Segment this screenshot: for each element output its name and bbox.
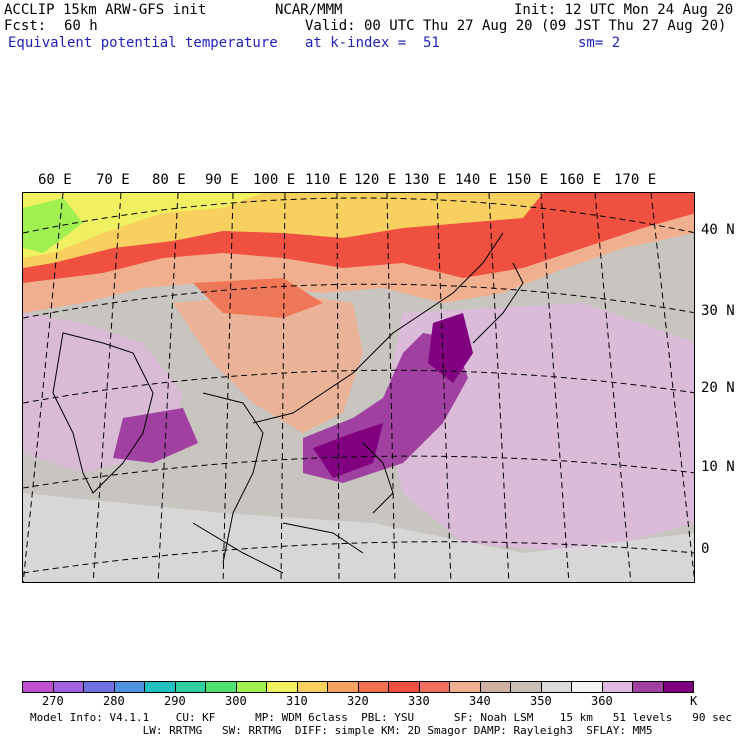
lon-line: [222, 193, 234, 582]
lon-line: [336, 193, 340, 582]
colorbar-swatch: [328, 682, 359, 692]
lon-line: [488, 193, 510, 582]
colorbar-swatch: [206, 682, 237, 692]
coastline-china: [252, 232, 504, 424]
lon-label: 100 E: [253, 172, 296, 188]
colorbar-swatch: [145, 682, 176, 692]
coastline-india: [52, 332, 154, 494]
colorbar-tick: 350: [530, 694, 552, 708]
theta-e-map: [22, 192, 695, 583]
coastlines: [52, 232, 524, 574]
lon-label: 60 E: [38, 172, 72, 188]
colorbar-swatch: [480, 682, 511, 692]
colorbar-swatch: [389, 682, 420, 692]
colorbar-swatch: [663, 682, 693, 692]
lon-label: 160 E: [559, 172, 602, 188]
level-info: at k-index = 51: [305, 35, 440, 51]
lon-line: [92, 193, 122, 582]
colorbar-tick: 300: [225, 694, 247, 708]
colorbar-swatch: [358, 682, 389, 692]
model-info-line-2: LW: RRTMG SW: RRTMG DIFF: simple KM: 2D …: [30, 724, 653, 737]
lat-label: 20 N: [701, 380, 735, 396]
lon-label: 80 E: [152, 172, 186, 188]
lon-line: [23, 193, 64, 582]
colorbar-swatch: [297, 682, 328, 692]
lat-label: 40 N: [701, 222, 735, 238]
model-info-line-1: Model Info: V4.1.1 CU: KF MP: WDM 6class…: [30, 711, 732, 724]
lon-label: 170 E: [614, 172, 657, 188]
lon-label: 140 E: [455, 172, 498, 188]
colorbar-tick: 360: [591, 694, 613, 708]
lat-line-30n: [23, 283, 694, 319]
green-region: [23, 198, 83, 253]
moist-max-north: [428, 313, 473, 383]
moist-max-region: [313, 423, 383, 478]
lon-line: [157, 193, 179, 582]
inland-hot-region: [193, 278, 323, 318]
colorbar-swatch: [572, 682, 603, 692]
colorbar-swatch: [602, 682, 633, 692]
colorbar-swatch: [633, 682, 664, 692]
lon-label: 130 E: [404, 172, 447, 188]
smoothing-info: sm= 2: [578, 35, 621, 51]
coastline-philippines: [362, 442, 394, 514]
lat-label: 30 N: [701, 303, 735, 319]
colorbar-swatch: [114, 682, 145, 692]
coastline-sumatra: [192, 522, 284, 574]
colorbar-swatch: [236, 682, 267, 692]
colorbar-unit: K: [690, 694, 698, 708]
lon-line: [386, 193, 396, 582]
colorbar-tick: 270: [42, 694, 64, 708]
lon-label: 120 E: [354, 172, 397, 188]
moist-core-west: [113, 408, 198, 463]
lat-line-40n: [23, 197, 694, 234]
colorbar-swatch: [511, 682, 542, 692]
coastline-borneo: [282, 522, 364, 554]
lon-label: 150 E: [506, 172, 549, 188]
coastline-japan: [472, 262, 524, 344]
colorbar-tick: 320: [347, 694, 369, 708]
colorbar-swatch: [23, 682, 54, 692]
forecast-hour: 60 h: [64, 18, 98, 34]
colorbar-swatch: [419, 682, 450, 692]
southern-grey-region: [23, 493, 694, 582]
graticule: [23, 193, 694, 582]
valid-time: Valid: 00 UTC Thu 27 Aug 20 (09 JST Thu …: [305, 18, 727, 34]
lat-label: 0: [701, 541, 710, 557]
lon-line: [540, 193, 570, 582]
lon-label: 90 E: [205, 172, 239, 188]
colorbar-swatch: [175, 682, 206, 692]
init-time: Init: 12 UTC Mon 24 Aug 20: [514, 2, 734, 18]
forecast-label: Fcst:: [4, 18, 47, 34]
colorbar-tick: 310: [286, 694, 308, 708]
colorbar: [22, 681, 694, 693]
colorbar-tick: 330: [408, 694, 430, 708]
lon-line: [650, 193, 694, 580]
lon-label: 70 E: [96, 172, 130, 188]
colorbar-swatch: [541, 682, 572, 692]
lon-line: [280, 193, 286, 582]
field-name: Equivalent potential temperature: [8, 35, 278, 51]
lon-label: 110 E: [305, 172, 348, 188]
lat-label: 10 N: [701, 459, 735, 475]
colorbar-tick: 280: [103, 694, 125, 708]
colorbar-swatch: [450, 682, 481, 692]
colorbar-swatch: [84, 682, 115, 692]
colorbar-swatch: [267, 682, 298, 692]
lon-line: [436, 193, 452, 582]
pale-yellow-region: [23, 193, 263, 258]
plot-title: ACCLIP 15km ARW-GFS init: [4, 2, 207, 18]
colorbar-swatch: [53, 682, 84, 692]
colorbar-tick: 290: [164, 694, 186, 708]
lon-line: [594, 193, 632, 582]
map-canvas: [23, 193, 694, 582]
colorbar-tick: 340: [469, 694, 491, 708]
coastline-indochina: [202, 392, 264, 564]
organization-label: NCAR/MMM: [275, 2, 343, 18]
